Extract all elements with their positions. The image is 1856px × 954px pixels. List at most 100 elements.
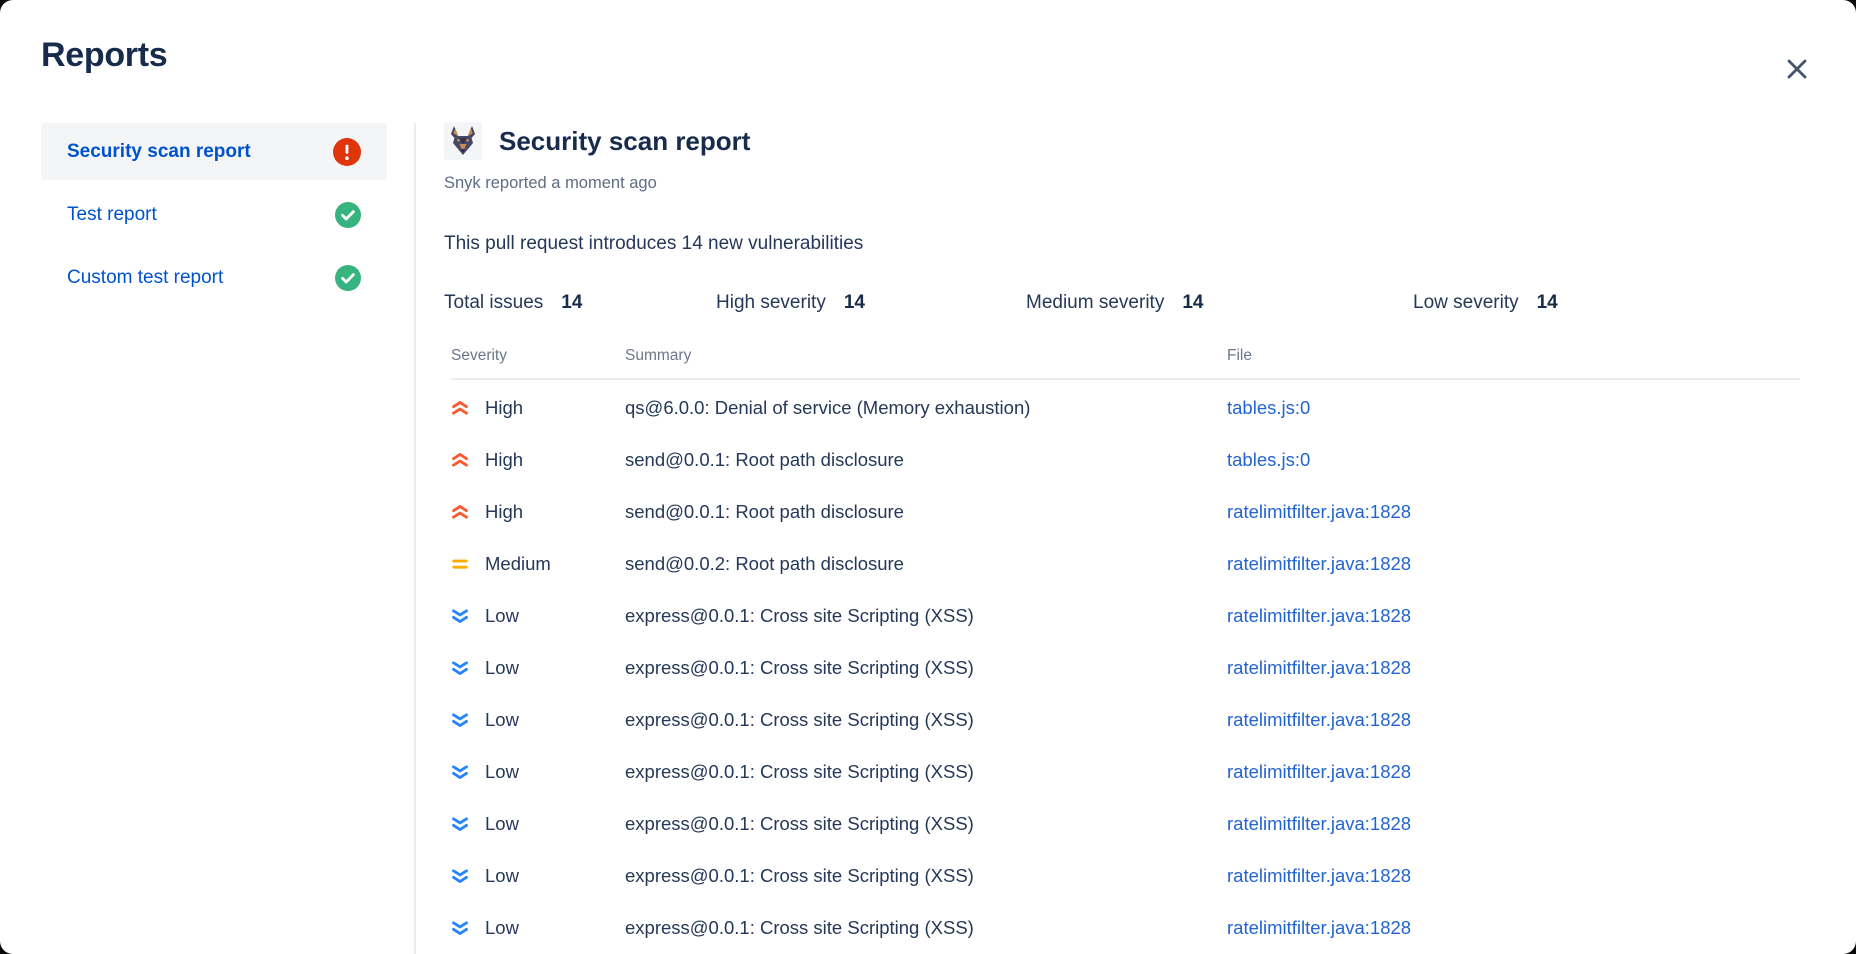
- severity-label: Low: [485, 865, 519, 886]
- severity-low-icon: [452, 661, 468, 675]
- stat-label: Total issues: [444, 292, 544, 313]
- file-link[interactable]: ratelimitfilter.java:1828: [1227, 553, 1412, 574]
- severity-high-icon: [452, 453, 468, 467]
- file-link[interactable]: ratelimitfilter.java:1828: [1227, 657, 1412, 678]
- severity-cell: Low: [451, 761, 625, 783]
- severity-low-icon: [452, 765, 468, 779]
- table-body: High qs@6.0.0: Denial of service (Memory…: [451, 382, 1800, 954]
- issue-summary: express@0.0.1: Cross site Scripting (XSS…: [625, 865, 974, 886]
- stat-value: 14: [843, 292, 865, 313]
- sidebar-item-security-scan-report[interactable]: Security scan report: [41, 123, 387, 180]
- severity-label: Low: [485, 761, 519, 782]
- severity-cell: Low: [451, 709, 625, 731]
- file-link[interactable]: ratelimitfilter.java:1828: [1227, 605, 1412, 626]
- severity-cell: Low: [451, 917, 625, 939]
- severity-medium-icon: [452, 559, 468, 569]
- issue-summary: express@0.0.1: Cross site Scripting (XSS…: [625, 761, 974, 782]
- severity-low-icon: [452, 921, 468, 935]
- column-header-severity: Severity: [451, 347, 507, 364]
- file-link[interactable]: tables.js:0: [1227, 397, 1311, 418]
- issue-summary: send@0.0.1: Root path disclosure: [625, 449, 904, 470]
- severity-label: Low: [485, 657, 519, 678]
- stat-value: 14: [1182, 292, 1204, 313]
- table-row: Low express@0.0.1: Cross site Scripting …: [451, 746, 1800, 798]
- table-row: Low express@0.0.1: Cross site Scripting …: [451, 902, 1800, 954]
- issues-table: Severity Summary File High qs@6.0.0: Den…: [444, 347, 1800, 954]
- severity-cell: High: [451, 501, 625, 523]
- severity-high-icon: [452, 505, 468, 519]
- report-title: Security scan report: [499, 125, 751, 156]
- severity-cell: Medium: [451, 553, 625, 575]
- table-row: Low express@0.0.1: Cross site Scripting …: [451, 850, 1800, 902]
- page-title: Reports: [41, 36, 168, 74]
- sidebar-divider: [414, 123, 416, 954]
- report-panel: Security scan report Snyk reported a mom…: [444, 0, 1800, 954]
- issue-summary: express@0.0.1: Cross site Scripting (XSS…: [625, 917, 974, 938]
- issue-summary: express@0.0.1: Cross site Scripting (XSS…: [625, 657, 974, 678]
- severity-label: Low: [485, 605, 519, 626]
- file-link[interactable]: tables.js:0: [1227, 449, 1311, 470]
- report-header: Security scan report: [444, 122, 1800, 160]
- sidebar-item-test-report[interactable]: Test report: [41, 186, 387, 243]
- stat-label: Low severity: [1413, 292, 1519, 313]
- table-row: High qs@6.0.0: Denial of service (Memory…: [451, 382, 1800, 434]
- file-link[interactable]: ratelimitfilter.java:1828: [1227, 761, 1412, 782]
- table-row: Low express@0.0.1: Cross site Scripting …: [451, 694, 1800, 746]
- close-icon: [1787, 59, 1807, 79]
- stat-medium-severity: Medium severity 14: [1026, 292, 1413, 314]
- file-link[interactable]: ratelimitfilter.java:1828: [1227, 709, 1412, 730]
- table-row: Low express@0.0.1: Cross site Scripting …: [451, 642, 1800, 694]
- severity-label: High: [485, 397, 524, 418]
- success-badge-icon: [335, 264, 361, 291]
- issue-summary: qs@6.0.0: Denial of service (Memory exha…: [625, 397, 1031, 418]
- severity-low-icon: [452, 817, 468, 831]
- file-link[interactable]: ratelimitfilter.java:1828: [1227, 917, 1412, 938]
- stat-low-severity: Low severity 14: [1413, 292, 1800, 314]
- severity-label: Low: [485, 813, 519, 834]
- issue-summary: express@0.0.1: Cross site Scripting (XSS…: [625, 709, 974, 730]
- severity-low-icon: [452, 869, 468, 883]
- close-button[interactable]: [1780, 52, 1814, 86]
- report-description: This pull request introduces 14 new vuln…: [444, 233, 864, 254]
- table-header-row: Severity Summary File: [451, 347, 1800, 380]
- severity-label: High: [485, 501, 524, 522]
- sidebar-item-label: Test report: [67, 203, 157, 225]
- sidebar-item-label: Security scan report: [67, 140, 251, 162]
- severity-label: High: [485, 449, 524, 470]
- table-row: Low express@0.0.1: Cross site Scripting …: [451, 798, 1800, 850]
- stat-total-issues: Total issues 14: [444, 292, 716, 314]
- table-row: High send@0.0.1: Root path disclosure ra…: [451, 486, 1800, 538]
- stat-high-severity: High severity 14: [716, 292, 1026, 314]
- severity-label: Low: [485, 917, 519, 938]
- stat-label: Medium severity: [1026, 292, 1165, 313]
- error-badge-icon: [333, 137, 361, 166]
- issue-summary: send@0.0.1: Root path disclosure: [625, 501, 904, 522]
- stat-value: 14: [561, 292, 583, 313]
- column-header-summary: Summary: [625, 347, 692, 364]
- severity-label: Medium: [485, 553, 551, 574]
- severity-low-icon: [452, 713, 468, 727]
- file-link[interactable]: ratelimitfilter.java:1828: [1227, 813, 1412, 834]
- report-attribution: Snyk reported a moment ago: [444, 174, 657, 192]
- sidebar-item-custom-test-report[interactable]: Custom test report: [41, 249, 387, 306]
- file-link[interactable]: ratelimitfilter.java:1828: [1227, 501, 1412, 522]
- severity-cell: Low: [451, 605, 625, 627]
- snyk-logo-icon: [444, 122, 482, 160]
- stat-label: High severity: [716, 292, 826, 313]
- sidebar-item-label: Custom test report: [67, 266, 224, 288]
- stats-row: Total issues 14 High severity 14 Medium …: [444, 292, 1800, 314]
- success-badge-icon: [335, 201, 361, 228]
- severity-low-icon: [452, 609, 468, 623]
- severity-cell: High: [451, 449, 625, 471]
- issue-summary: send@0.0.2: Root path disclosure: [625, 553, 904, 574]
- sidebar: Security scan report Test report Custom …: [41, 123, 387, 312]
- severity-cell: Low: [451, 865, 625, 887]
- file-link[interactable]: ratelimitfilter.java:1828: [1227, 865, 1412, 886]
- column-header-file: File: [1227, 347, 1252, 364]
- severity-high-icon: [452, 401, 468, 415]
- stat-value: 14: [1536, 292, 1558, 313]
- table-row: High send@0.0.1: Root path disclosure ta…: [451, 434, 1800, 486]
- severity-cell: High: [451, 397, 625, 419]
- severity-cell: Low: [451, 657, 625, 679]
- table-row: Medium send@0.0.2: Root path disclosure …: [451, 538, 1800, 590]
